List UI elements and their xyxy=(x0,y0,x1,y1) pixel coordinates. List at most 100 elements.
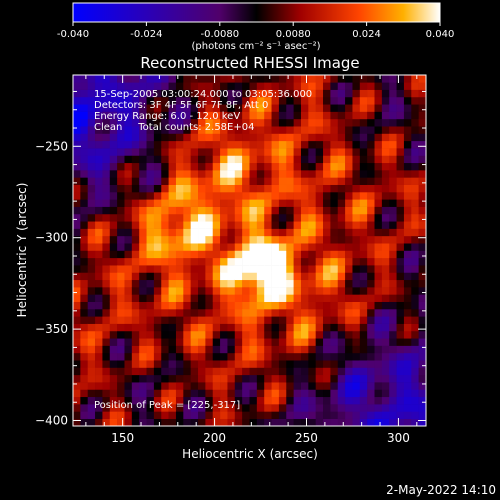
heatmap-cell xyxy=(403,221,412,229)
heatmap-cell xyxy=(153,323,162,332)
heatmap-cell xyxy=(293,75,302,83)
heatmap-cell xyxy=(95,360,103,368)
heatmap-cell xyxy=(139,294,147,302)
heatmap-cell xyxy=(352,352,361,361)
heatmap-cell xyxy=(139,213,147,222)
heatmap-cell xyxy=(418,272,426,281)
heatmap-cell xyxy=(212,265,221,273)
heatmap-cell xyxy=(95,104,103,112)
heatmap-cell xyxy=(109,382,118,390)
heatmap-cell xyxy=(220,184,228,193)
heatmap-cell xyxy=(271,177,280,185)
heatmap-cell xyxy=(396,257,405,266)
heatmap-cell xyxy=(293,411,302,419)
heatmap-cell xyxy=(345,228,353,237)
heatmap-cell xyxy=(73,323,81,332)
heatmap-cell xyxy=(80,192,88,200)
heatmap-cell xyxy=(374,345,383,354)
heatmap-cell xyxy=(403,162,412,171)
heatmap-cell xyxy=(389,192,397,200)
heatmap-cell xyxy=(139,148,147,156)
heatmap-cell xyxy=(367,389,375,398)
heatmap-cell xyxy=(190,257,199,266)
heatmap-cell xyxy=(175,367,184,376)
heatmap-cell xyxy=(381,389,390,398)
heatmap-cell xyxy=(396,213,405,222)
heatmap-cell xyxy=(359,338,368,346)
heatmap-cell xyxy=(315,404,324,412)
heatmap-cell xyxy=(256,118,265,127)
heatmap-cell xyxy=(198,352,206,361)
heatmap-cell xyxy=(146,118,155,127)
heatmap-cell xyxy=(411,250,419,259)
heatmap-cell xyxy=(323,257,331,266)
heatmap-cell xyxy=(80,155,88,164)
heatmap-cell xyxy=(212,162,221,171)
heatmap-cell xyxy=(337,294,346,302)
heatmap-cell xyxy=(190,177,199,185)
heatmap-cell xyxy=(190,301,199,310)
heatmap-cell xyxy=(212,301,221,310)
heatmap-cell xyxy=(117,235,125,244)
heatmap-cell xyxy=(278,184,287,193)
heatmap-cell xyxy=(198,396,206,405)
heatmap-cell xyxy=(102,323,111,332)
heatmap-cell xyxy=(95,133,103,142)
heatmap-cell xyxy=(315,213,324,222)
heatmap-cell xyxy=(293,192,302,200)
heatmap-cell xyxy=(95,177,103,185)
heatmap-cell xyxy=(161,96,169,105)
heatmap-cell xyxy=(264,206,272,215)
heatmap-cell xyxy=(389,257,397,266)
heatmap-cell xyxy=(175,360,184,368)
heatmap-cell xyxy=(271,162,280,171)
heatmap-cell xyxy=(389,265,397,273)
heatmap-cell xyxy=(95,265,103,273)
heatmap-cell xyxy=(271,133,280,142)
heatmap-cell xyxy=(131,162,140,171)
heatmap-cell xyxy=(227,287,236,295)
heatmap-cell xyxy=(220,338,228,346)
heatmap-cell xyxy=(403,192,412,200)
heatmap-cell xyxy=(242,411,250,419)
heatmap-cell xyxy=(80,89,88,98)
heatmap-cell xyxy=(389,184,397,193)
heatmap-cell xyxy=(198,272,206,281)
heatmap-cell xyxy=(403,389,412,398)
heatmap-cell xyxy=(227,235,236,244)
heatmap-cell xyxy=(418,323,426,332)
heatmap-cell xyxy=(264,265,272,273)
heatmap-cell xyxy=(242,177,250,185)
heatmap-cell xyxy=(337,184,346,193)
heatmap-cell xyxy=(352,192,361,200)
heatmap-cell xyxy=(198,206,206,215)
heatmap-cell xyxy=(411,323,419,332)
heatmap-cell xyxy=(308,294,316,302)
heatmap-cell xyxy=(278,243,287,251)
heatmap-cell xyxy=(175,330,184,339)
heatmap-cell xyxy=(249,155,258,164)
y-tick-label: −400 xyxy=(35,414,68,428)
heatmap-cell xyxy=(227,126,236,134)
heatmap-cell xyxy=(242,104,250,112)
heatmap-cell xyxy=(411,330,419,339)
heatmap-cell xyxy=(403,404,412,412)
heatmap-cell xyxy=(102,250,111,259)
heatmap-cell xyxy=(234,345,243,354)
heatmap-cell xyxy=(153,228,162,237)
heatmap-cell xyxy=(124,118,133,127)
heatmap-cell xyxy=(234,404,243,412)
heatmap-cell xyxy=(190,404,199,412)
heatmap-cell xyxy=(212,133,221,142)
heatmap-cell xyxy=(315,382,324,390)
heatmap-cell xyxy=(227,360,236,368)
heatmap-cell xyxy=(175,374,184,383)
heatmap-cell xyxy=(411,287,419,295)
heatmap-cell xyxy=(153,265,162,273)
heatmap-cell xyxy=(131,133,140,142)
heatmap-cell xyxy=(330,367,339,376)
heatmap-cell xyxy=(323,265,331,273)
heatmap-cell xyxy=(146,374,155,383)
heatmap-cell xyxy=(271,323,280,332)
heatmap-cell xyxy=(249,170,258,178)
